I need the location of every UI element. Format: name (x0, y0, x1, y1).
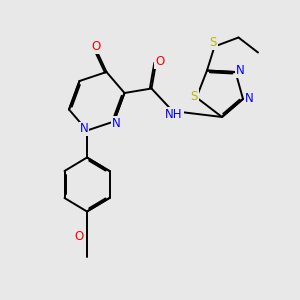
Text: O: O (74, 230, 83, 244)
Text: NH: NH (165, 108, 183, 121)
Text: O: O (155, 55, 164, 68)
Text: O: O (92, 40, 100, 53)
Text: S: S (209, 36, 217, 50)
Text: N: N (236, 64, 244, 77)
Text: N: N (112, 117, 121, 130)
Text: S: S (190, 89, 198, 103)
Text: N: N (80, 122, 88, 136)
Text: N: N (244, 92, 253, 106)
